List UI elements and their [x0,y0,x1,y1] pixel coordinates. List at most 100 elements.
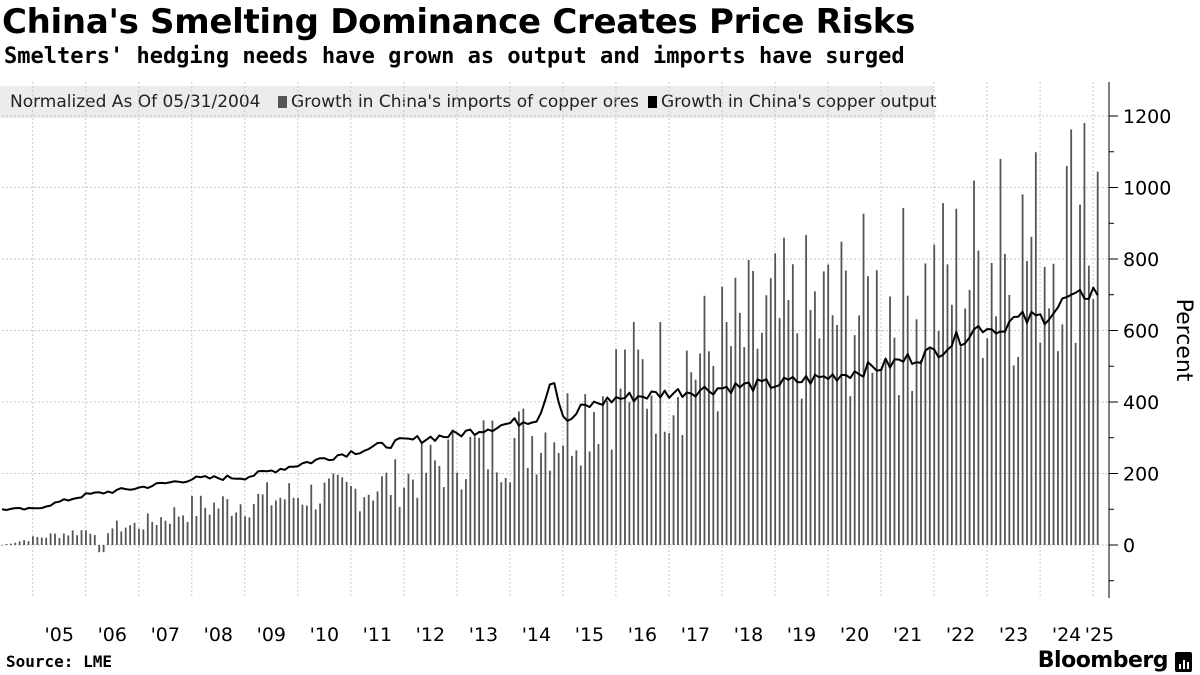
import-growth-bar [920,359,922,545]
import-growth-bar [213,502,215,545]
import-growth-bar [535,474,538,545]
x-tick-label: '22 [946,624,975,646]
import-growth-bar [526,467,529,545]
import-growth-bar [292,497,295,545]
y-tick-label: 1000 [1123,178,1171,200]
import-growth-bar [451,429,454,545]
import-growth-bar [522,408,525,545]
import-growth-bar [54,533,56,545]
import-growth-bar [1026,261,1028,545]
import-growth-bar [699,353,701,545]
import-growth-bar [429,444,432,545]
import-growth-bar [836,325,838,545]
import-growth-bar [628,402,631,545]
import-growth-bar [672,415,675,545]
import-growth-bar [690,372,693,545]
import-growth-bar [548,470,551,545]
import-growth-bar [434,460,436,545]
import-growth-bar [58,537,61,545]
import-growth-bar [420,443,423,545]
y-tick-label: 1200 [1123,106,1171,128]
import-growth-bar [261,494,264,545]
import-growth-bar [566,393,569,545]
y-tick-label: 600 [1123,321,1159,343]
import-growth-bar [518,411,520,545]
import-growth-bar [593,412,595,545]
import-growth-bar [637,349,640,545]
import-growth-bar [509,482,511,545]
import-growth-bar [478,437,481,545]
import-growth-bar [173,507,176,545]
import-growth-bar [239,504,242,545]
import-growth-bar [897,395,900,545]
x-tick-label: '07 [151,624,180,646]
source-note: Source: LME [6,652,112,671]
import-growth-bar [911,390,914,545]
import-growth-bar [367,494,370,545]
import-growth-bar [27,541,30,545]
import-growth-bar [928,348,931,545]
import-growth-bar [115,520,118,545]
import-growth-bar [252,504,255,545]
import-growth-bar [204,507,207,545]
import-growth-bar [707,351,710,545]
import-growth-bar [769,278,772,545]
import-growth-bar [98,545,101,553]
import-growth-bar [5,544,8,545]
import-growth-bar [1087,265,1090,545]
import-growth-bar [151,522,154,545]
import-growth-bar [1092,299,1095,545]
y-tick-label: 0 [1123,535,1135,557]
x-tick-label: '10 [310,624,339,646]
import-growth-bar [959,346,962,545]
import-growth-bar [385,472,388,545]
import-growth-bar [968,289,971,545]
import-growth-bar [222,496,224,545]
import-growth-bar [363,497,366,545]
import-growth-bar [540,452,542,545]
import-growth-bar [85,530,87,545]
import-growth-bar [531,436,534,545]
import-growth-bar [973,180,975,546]
import-growth-bar [893,337,896,545]
import-growth-bar [761,332,763,545]
import-growth-bar [487,469,489,545]
import-growth-bar [146,513,149,545]
import-growth-bar [995,316,997,545]
import-growth-bar [1065,165,1068,545]
legend-bar-swatch [278,96,287,108]
import-growth-bar [416,497,419,545]
import-growth-bar [411,479,414,545]
import-growth-bar [381,476,383,545]
legend-item-imports: Growth in China's imports of copper ores [278,86,639,118]
import-growth-bar [71,530,74,545]
x-tick-label: '09 [257,624,286,646]
import-growth-bar [924,263,927,545]
import-growth-bar [840,241,843,545]
y-tick-label: 200 [1123,464,1159,486]
import-growth-bar [606,400,609,545]
import-growth-bar [235,512,238,545]
import-growth-bar [394,459,397,545]
import-growth-bar [849,396,852,545]
legend-line-swatch [648,96,657,108]
import-growth-bar [398,506,401,545]
import-growth-bar [186,521,189,545]
import-growth-bar [783,237,785,545]
import-growth-bar [62,533,65,545]
import-growth-bar [336,474,339,545]
import-growth-bar [301,504,304,545]
import-growth-bar [32,536,34,545]
import-growth-bar [129,525,132,545]
import-growth-bar [738,312,741,545]
legend-label-imports: Growth in China's imports of copper ores [291,92,640,112]
import-growth-bar [138,528,140,545]
import-growth-bar [703,295,706,545]
import-growth-bar [1034,152,1037,545]
import-growth-bar [495,472,498,545]
import-growth-bar [579,465,582,545]
x-tick-label: '25 [1085,624,1114,646]
import-growth-bar [880,368,883,545]
import-growth-bar [160,517,162,545]
